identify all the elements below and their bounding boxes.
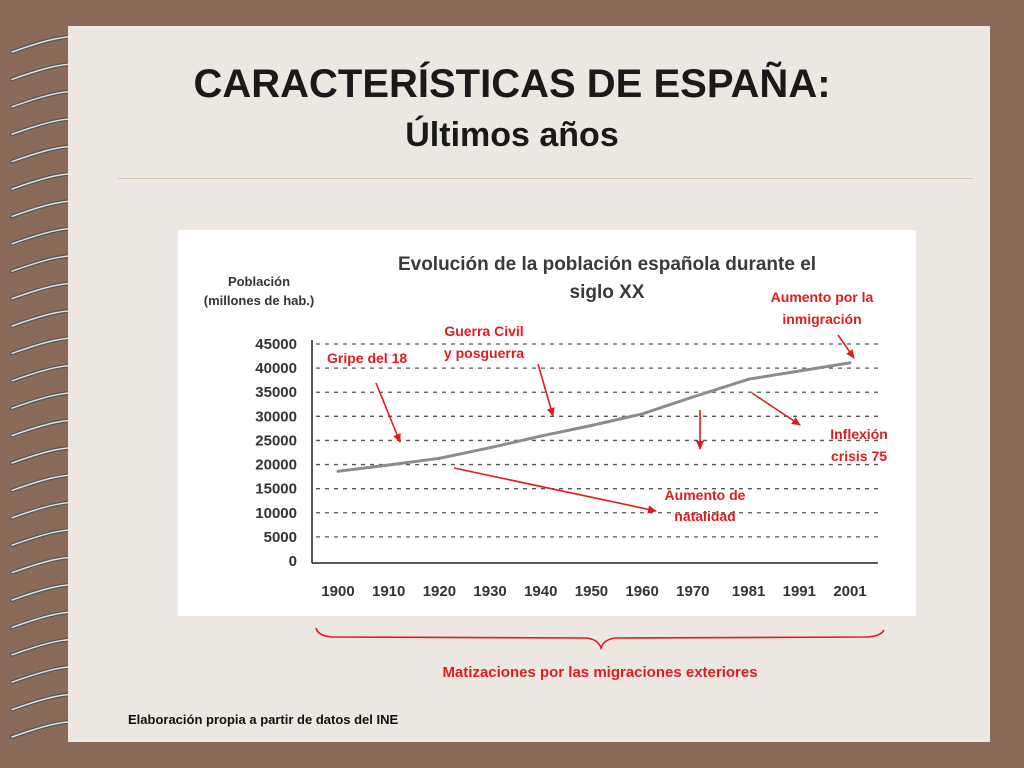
y-tick-label: 35000 bbox=[255, 384, 297, 401]
x-tick-label: 1960 bbox=[625, 583, 658, 600]
annotation-label: crisis 75 bbox=[831, 448, 887, 464]
y-tick-label: 10000 bbox=[255, 505, 297, 522]
y-tick-label: 20000 bbox=[255, 457, 297, 474]
population-chart: Evolución de la población española duran… bbox=[178, 230, 916, 616]
x-tick-label: 1900 bbox=[321, 583, 354, 600]
chart-title-line-2: siglo XX bbox=[570, 282, 645, 303]
annotation-label: Aumento de bbox=[665, 487, 746, 503]
y-tick-label: 45000 bbox=[255, 336, 297, 353]
y-tick-label: 15000 bbox=[255, 481, 297, 498]
migration-note: Matizaciones por las migraciones exterio… bbox=[442, 664, 758, 681]
data-point bbox=[589, 423, 593, 427]
y-tick-label: 25000 bbox=[255, 432, 297, 449]
x-tick-label: 1910 bbox=[372, 583, 405, 600]
x-tick-label: 2001 bbox=[833, 583, 866, 600]
annotation-label: inmigración bbox=[782, 311, 861, 327]
data-point bbox=[437, 456, 441, 460]
population-series-line bbox=[337, 361, 851, 473]
data-point bbox=[797, 369, 801, 373]
data-point bbox=[387, 463, 391, 467]
annotation-inmigracion: Aumento por la inmigración bbox=[771, 289, 874, 359]
annotation-guerra-civil: Guerra Civil y posguerra bbox=[444, 323, 555, 417]
slide-subtitle: Últimos años bbox=[405, 116, 619, 154]
annotation-label: Inflexión bbox=[830, 426, 888, 442]
data-point bbox=[488, 446, 492, 450]
y-tick-label: 0 bbox=[289, 553, 297, 570]
annotation-label: Gripe del 18 bbox=[327, 350, 407, 366]
annotation-inflexion: Inflexión crisis 75 bbox=[751, 392, 888, 464]
data-point bbox=[848, 361, 852, 365]
x-tick-label: 1940 bbox=[524, 583, 557, 600]
annotation-label: Guerra Civil bbox=[444, 323, 523, 339]
annotation-label: y posguerra bbox=[444, 345, 524, 361]
chart-title-line-1: Evolución de la población española duran… bbox=[398, 254, 816, 275]
x-tick-label: 1930 bbox=[473, 583, 506, 600]
x-tick-label: 1981 bbox=[732, 583, 765, 600]
x-tick-label: 1991 bbox=[783, 583, 816, 600]
y-tick-label: 30000 bbox=[255, 408, 297, 425]
y-axis-label-line-2: (millones de hab.) bbox=[204, 293, 315, 308]
annotation-arrow bbox=[375, 382, 401, 443]
annotation-arrow bbox=[453, 467, 657, 514]
slide-title: CARACTERÍSTICAS DE ESPAÑA: bbox=[193, 62, 831, 106]
x-tick-label: 1920 bbox=[423, 583, 456, 600]
data-point bbox=[640, 412, 644, 416]
annotation-label: Aumento por la bbox=[771, 289, 874, 305]
y-tick-label: 5000 bbox=[264, 529, 297, 546]
title-divider bbox=[118, 178, 973, 179]
annotation-arrow bbox=[837, 334, 855, 359]
data-point bbox=[691, 395, 695, 399]
y-tick-label: 40000 bbox=[255, 360, 297, 377]
source-credit: Elaboración propia a partir de datos del… bbox=[128, 712, 399, 727]
chart-canvas: Evolución de la población española duran… bbox=[204, 254, 888, 600]
x-tick-label: 1950 bbox=[575, 583, 608, 600]
data-point bbox=[539, 434, 543, 438]
annotation-gripe: Gripe del 18 bbox=[327, 350, 407, 443]
annotation-natalidad: Aumento de natalidad bbox=[453, 410, 746, 524]
x-tick-label: 1970 bbox=[676, 583, 709, 600]
y-axis-label-line-1: Población bbox=[228, 274, 290, 289]
annotation-label: natalidad bbox=[674, 508, 735, 524]
data-point bbox=[747, 377, 751, 381]
annotation-arrow bbox=[537, 363, 555, 417]
data-point bbox=[336, 469, 340, 473]
annotation-arrow bbox=[751, 392, 801, 426]
